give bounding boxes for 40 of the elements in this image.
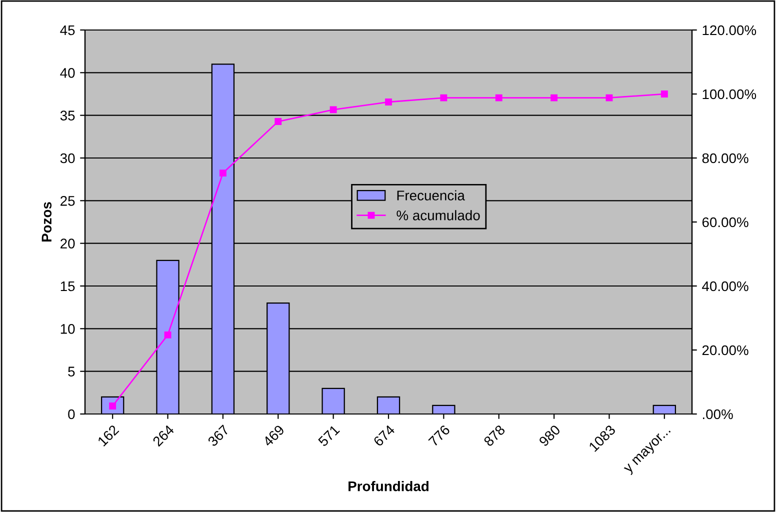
x-axis-title: Profundidad (348, 481, 428, 492)
y-tick-label: 0 (68, 409, 75, 420)
y-tick-label: 40 (60, 68, 75, 78)
point (219, 170, 226, 177)
y-tick-label: 10 (60, 324, 75, 334)
x-tick-label: 674 (372, 424, 396, 447)
x-tick-label: 571 (318, 424, 340, 447)
y2-tick-label: .00% (702, 409, 733, 420)
legend-label: % acumulado (396, 210, 480, 220)
x-tick-label: 162 (97, 424, 120, 447)
y-tick-label: 5 (68, 366, 75, 377)
y-tick-label: 35 (60, 110, 75, 121)
point (164, 331, 172, 338)
x-tick-label: 264 (152, 424, 175, 447)
point (330, 106, 337, 114)
point (550, 94, 558, 102)
x-tick-label: 878 (483, 424, 506, 447)
point (385, 98, 392, 106)
x-tick-label: 469 (262, 424, 285, 448)
point (440, 94, 448, 102)
x-tick-label: 776 (428, 424, 450, 447)
y-tick-label: 15 (60, 281, 75, 292)
y-tick-label: 25 (60, 196, 75, 206)
y-tick-label: 30 (60, 153, 75, 164)
y-axis-title: Pozos (42, 202, 52, 242)
point (660, 90, 668, 98)
y2-tick-label: 100.00% (702, 89, 756, 100)
y2-tick-label: 40.00% (702, 281, 748, 292)
y-tick-label: 45 (60, 25, 75, 36)
y2-tick-label: 60.00% (702, 217, 748, 228)
x-tick-label: 980 (538, 424, 561, 447)
x-tick-label: 367 (207, 424, 230, 447)
legend-label: Frecuencia (397, 190, 465, 200)
y2-tick-label: 80.00% (702, 153, 748, 164)
point (606, 94, 613, 102)
point (495, 94, 502, 102)
point (274, 118, 282, 125)
y2-tick-label: 20.00% (702, 345, 748, 356)
y-tick-label: 20 (60, 238, 75, 249)
y2-tick-label: 120.00% (702, 25, 756, 36)
